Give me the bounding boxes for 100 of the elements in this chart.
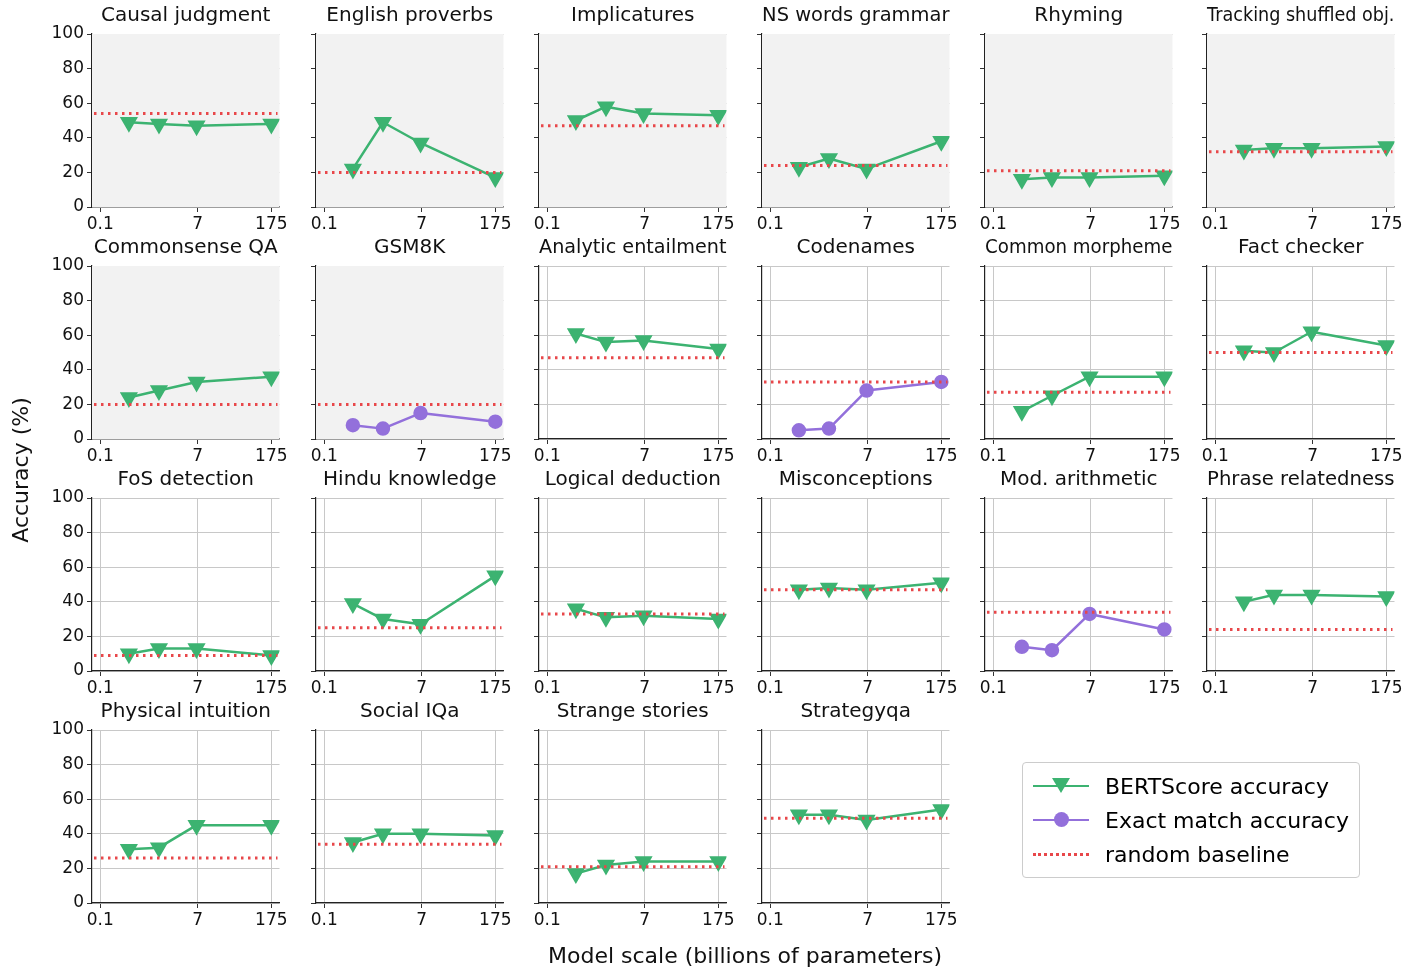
chart-title: Strategyqa <box>800 698 912 723</box>
chart-title: NS words grammar <box>762 2 951 27</box>
x-tick-label: 175 <box>479 676 512 697</box>
y-tick-label: 40 <box>62 126 84 147</box>
x-tick-label: 0.1 <box>310 212 338 233</box>
x-tick-label: 7 <box>416 908 427 929</box>
y-tick-label: 40 <box>62 590 84 611</box>
x-tick-label: 0.1 <box>533 676 561 697</box>
x-tick-label: 0.1 <box>533 444 561 465</box>
x-tick-label: 7 <box>416 676 427 697</box>
y-tick-label: 0 <box>73 891 84 912</box>
y-tick-label: 80 <box>62 521 84 542</box>
y-tick-label: 40 <box>62 822 84 843</box>
chart-title: Misconceptions <box>778 466 933 491</box>
y-tick-label: 20 <box>62 392 84 413</box>
chart-title: Physical intuition <box>100 698 271 723</box>
x-tick-label: 0.1 <box>86 676 114 697</box>
chart-title: Common morpheme <box>985 234 1173 259</box>
chart-title: Phrase relatedness <box>1207 467 1395 491</box>
chart-title: Commonsense QA <box>93 234 279 259</box>
x-tick-label: 7 <box>862 676 873 697</box>
x-tick-label: 7 <box>192 444 203 465</box>
x-tick-label: 7 <box>639 444 650 465</box>
x-tick-label: 175 <box>255 444 288 465</box>
x-tick-label: 175 <box>1370 676 1403 697</box>
y-tick-label: 60 <box>62 787 84 808</box>
x-tick-label: 175 <box>479 212 512 233</box>
x-tick-label: 175 <box>925 676 958 697</box>
y-tick-label: 20 <box>62 856 84 877</box>
x-tick-label: 7 <box>1085 212 1096 233</box>
x-tick-label: 175 <box>702 212 735 233</box>
x-tick-label: 7 <box>1307 212 1318 233</box>
legend-label: Exact match accuracy <box>1105 807 1349 833</box>
y-tick-label: 20 <box>62 160 84 181</box>
x-tick-label: 175 <box>255 908 288 929</box>
x-tick-label: 0.1 <box>533 212 561 233</box>
x-tick-label: 7 <box>192 908 203 929</box>
y-tick-label: 60 <box>62 323 84 344</box>
x-tick-label: 0.1 <box>86 908 114 929</box>
chart-title: Fact checker <box>1238 234 1365 259</box>
x-tick-label: 0.1 <box>310 676 338 697</box>
chart-title: Rhyming <box>1034 2 1124 27</box>
x-tick-label: 7 <box>862 212 873 233</box>
x-tick-label: 175 <box>925 212 958 233</box>
x-tick-label: 7 <box>639 212 650 233</box>
chart-title: Logical deduction <box>544 466 721 491</box>
chart-title: Hindu knowledge <box>323 466 497 491</box>
legend-label: random baseline <box>1105 841 1290 867</box>
y-tick-label: 100 <box>51 718 84 739</box>
x-tick-label: 175 <box>255 676 288 697</box>
legend-label: BERTScore accuracy <box>1105 773 1329 799</box>
x-tick-label: 175 <box>255 212 288 233</box>
x-tick-label: 175 <box>925 444 958 465</box>
chart-title: FoS detection <box>117 466 255 491</box>
x-tick-label: 7 <box>192 212 203 233</box>
y-tick-label: 100 <box>51 254 84 275</box>
chart-title: Strange stories <box>556 698 709 723</box>
y-axis-title: Accuracy (%) <box>7 397 33 543</box>
x-tick-label: 0.1 <box>310 444 338 465</box>
x-axis-title: Model scale (billions of parameters) <box>548 942 942 968</box>
y-tick-label: 60 <box>62 555 84 576</box>
chart-title: Mod. arithmetic <box>999 466 1158 491</box>
x-tick-label: 7 <box>639 676 650 697</box>
x-tick-label: 175 <box>702 908 735 929</box>
x-tick-label: 7 <box>862 908 873 929</box>
chart-title: Codenames <box>796 234 915 259</box>
y-tick-label: 80 <box>62 57 84 78</box>
x-tick-label: 7 <box>192 676 203 697</box>
x-tick-label: 0.1 <box>1201 444 1229 465</box>
x-tick-label: 7 <box>416 212 427 233</box>
x-tick-label: 0.1 <box>979 212 1007 233</box>
y-tick-label: 60 <box>62 91 84 112</box>
x-tick-label: 175 <box>479 908 512 929</box>
y-tick-label: 0 <box>73 195 84 216</box>
x-tick-label: 7 <box>1085 444 1096 465</box>
y-tick-label: 100 <box>51 486 84 507</box>
x-tick-label: 175 <box>1148 444 1181 465</box>
x-tick-label: 0.1 <box>1201 212 1229 233</box>
y-tick-label: 0 <box>73 659 84 680</box>
y-tick-label: 100 <box>51 22 84 43</box>
chart-title: GSM8K <box>374 234 447 259</box>
x-tick-label: 0.1 <box>533 908 561 929</box>
chart-title: Social IQa <box>359 698 460 723</box>
x-tick-label: 175 <box>1148 676 1181 697</box>
x-tick-label: 7 <box>1307 676 1318 697</box>
x-tick-label: 175 <box>925 908 958 929</box>
y-tick-label: 20 <box>62 624 84 645</box>
chart-title: Tracking shuffled obj. <box>1206 3 1395 26</box>
x-tick-label: 175 <box>1148 212 1181 233</box>
chart-title: Causal judgment <box>101 2 271 27</box>
x-tick-label: 175 <box>702 444 735 465</box>
y-tick-label: 80 <box>62 753 84 774</box>
y-tick-label: 40 <box>62 358 84 379</box>
x-tick-label: 0.1 <box>756 676 784 697</box>
x-tick-label: 7 <box>639 908 650 929</box>
x-tick-label: 0.1 <box>979 676 1007 697</box>
x-tick-label: 0.1 <box>86 444 114 465</box>
y-tick-label: 80 <box>62 289 84 310</box>
x-tick-label: 7 <box>416 444 427 465</box>
x-tick-label: 0.1 <box>86 212 114 233</box>
